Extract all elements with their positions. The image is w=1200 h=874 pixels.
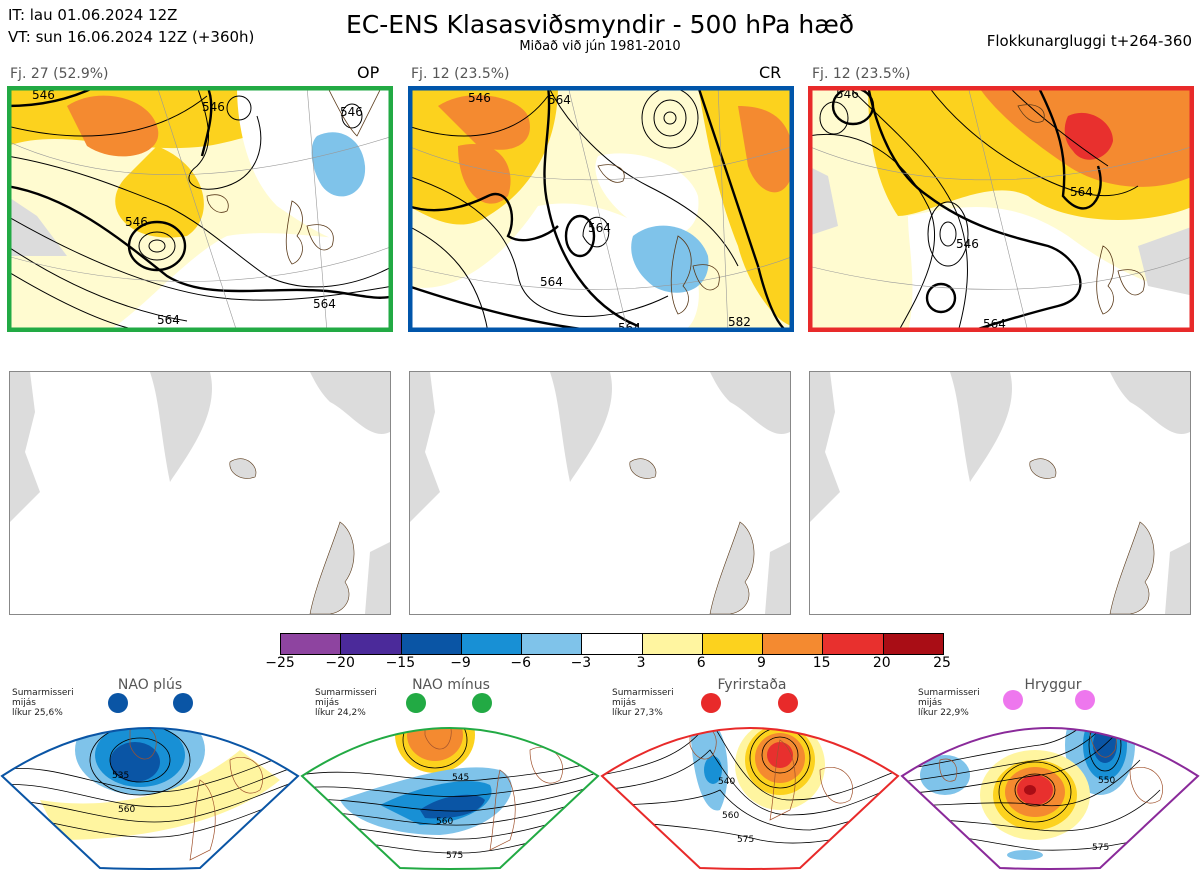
contour-label: 546	[468, 91, 491, 105]
panel-1-border	[7, 86, 393, 332]
contour-label: 564	[540, 275, 563, 289]
regime-note-ridge: Sumarmisseri mijás líkur 22,9%	[918, 688, 980, 718]
classification-window: Flokkunargluggi t+264-360	[986, 32, 1192, 50]
colorbar-tick-label: −6	[510, 655, 532, 671]
panel-2-tag: CR	[759, 63, 782, 82]
contour-label: 560	[118, 805, 135, 815]
regime-dot-blocking	[701, 693, 721, 713]
cluster-map-3[interactable]: 546 546 564 564	[808, 86, 1194, 332]
colorbar-swatch	[823, 634, 884, 654]
empty-map-2[interactable]	[409, 371, 791, 615]
panel-1-label: Fj. 27 (52.9%)	[10, 66, 109, 82]
contour-label: 564	[548, 93, 571, 107]
init-time: IT: lau 01.06.2024 12Z	[8, 6, 178, 24]
colorbar-tick-label: −3	[570, 655, 592, 671]
colorbar-swatch	[763, 634, 824, 654]
regime-dot-blocking	[778, 693, 798, 713]
colorbar-swatch	[281, 634, 342, 654]
contour-label: 564	[157, 313, 180, 327]
regime-dot-nao-plus	[173, 693, 193, 713]
contour-label: 545	[452, 773, 469, 783]
regime-title-blocking: Fyrirstaða	[717, 677, 787, 693]
colorbar-tick-label: −20	[325, 655, 355, 671]
regime-map-blocking[interactable]: 540 560 575	[600, 690, 900, 870]
contour-label: 564	[313, 297, 336, 311]
regime-map-nao-minus[interactable]: 545 560 575	[300, 690, 600, 870]
regime-note-nao-minus: Sumarmisseri mijás líkur 24,2%	[315, 688, 377, 718]
contour-label: 560	[436, 817, 453, 827]
cluster-map-1[interactable]: 546 546 546 546 564 564	[7, 86, 393, 332]
regime-title-nao-minus: NAO mínus	[412, 677, 490, 693]
contour-label: 546	[125, 215, 148, 229]
contour-label: 546	[340, 105, 363, 119]
contour-label: 550	[1098, 776, 1115, 786]
panel-1-tag: OP	[357, 63, 380, 82]
contour-label: 575	[737, 835, 754, 845]
page-title: EC-ENS Klasasviðsmyndir - 500 hPa hæð	[345, 10, 855, 39]
contour-label: 546	[32, 88, 55, 102]
panel-2-label: Fj. 12 (23.5%)	[411, 66, 510, 82]
regime-note-nao-plus: Sumarmisseri mijás líkur 25,6%	[12, 688, 74, 718]
empty-map-1[interactable]	[9, 371, 391, 615]
regime-map-nao-plus[interactable]: 535 560	[0, 690, 300, 870]
colorbar-swatch	[461, 634, 523, 654]
colorbar-ticks: −25 −20 −15 −9 −6 −3 3 6 9 15 20 25	[265, 655, 951, 673]
regime-map-ridge[interactable]: 530 550 575	[900, 690, 1200, 870]
colorbar-tick-label: −15	[385, 655, 416, 671]
panel-3-label: Fj. 12 (23.5%)	[812, 66, 911, 82]
regime-dot-nao-plus	[108, 693, 128, 713]
contour-label: 564	[1070, 185, 1093, 199]
cluster-map-2[interactable]: 546 564 564 564 564 582	[408, 86, 794, 332]
contour-label: 535	[112, 771, 129, 781]
run-info: IT: lau 01.06.2024 12Z VT: sun 16.06.202…	[8, 4, 254, 48]
colorbar-tick-label: 25	[933, 655, 951, 671]
regime-dot-ridge	[1075, 690, 1095, 710]
regime-dot-ridge	[1003, 690, 1023, 710]
valid-time: VT: sun 16.06.2024 12Z (+360h)	[8, 28, 255, 46]
contour-label: 560	[722, 811, 739, 821]
contour-label: 546	[956, 237, 979, 251]
regime-title-ridge: Hryggur	[1024, 677, 1082, 693]
colorbar-swatch	[702, 634, 764, 654]
colorbar-tick-label: 15	[812, 655, 831, 671]
contour-label: 540	[718, 777, 735, 787]
colorbar-tick-label: 20	[872, 655, 891, 671]
contour-label: 546	[202, 100, 225, 114]
contour-label: 575	[446, 851, 463, 861]
panel-3-border	[808, 86, 1194, 332]
colorbar-swatch	[341, 634, 402, 654]
contour-label: 582	[728, 315, 751, 329]
contour-label: 564	[588, 221, 611, 235]
empty-map-3[interactable]	[809, 371, 1191, 615]
colorbar-tick-label: −9	[450, 655, 471, 671]
colorbar-swatch	[582, 634, 643, 654]
regime-note-blocking: Sumarmisseri mijás líkur 27,3%	[612, 688, 674, 718]
contour-label: 564	[618, 321, 641, 332]
page-subtitle: Miðað við jún 1981-2010	[519, 39, 681, 54]
colorbar	[280, 633, 944, 655]
colorbar-tick-label: −25	[265, 655, 295, 671]
colorbar-swatch	[642, 634, 703, 654]
contour-label: 575	[1092, 843, 1109, 853]
regime-dot-nao-minus	[406, 693, 426, 713]
colorbar-tick-label: 9	[756, 655, 766, 671]
colorbar-swatch	[522, 634, 583, 654]
colorbar-tick-label: 3	[636, 655, 646, 671]
colorbar-swatch	[883, 634, 943, 654]
colorbar-tick-label: 6	[696, 655, 706, 671]
regime-dot-nao-minus	[472, 693, 492, 713]
regime-title-nao-plus: NAO plús	[117, 677, 183, 693]
panel-2-border	[408, 86, 794, 332]
colorbar-swatch	[401, 634, 462, 654]
